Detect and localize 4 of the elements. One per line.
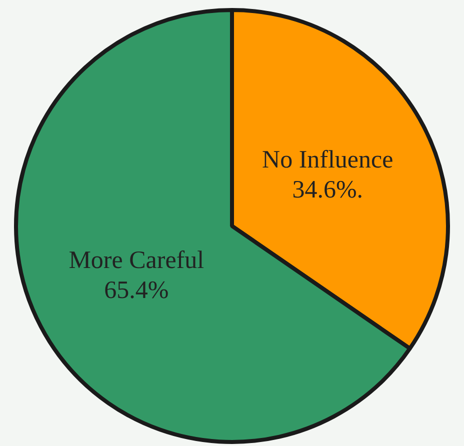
data-label: 34.6%. (292, 176, 364, 204)
slice-label: More Careful (68, 246, 204, 274)
slice-label: No Influence (262, 146, 394, 174)
data-label: 65.4% (104, 276, 169, 304)
